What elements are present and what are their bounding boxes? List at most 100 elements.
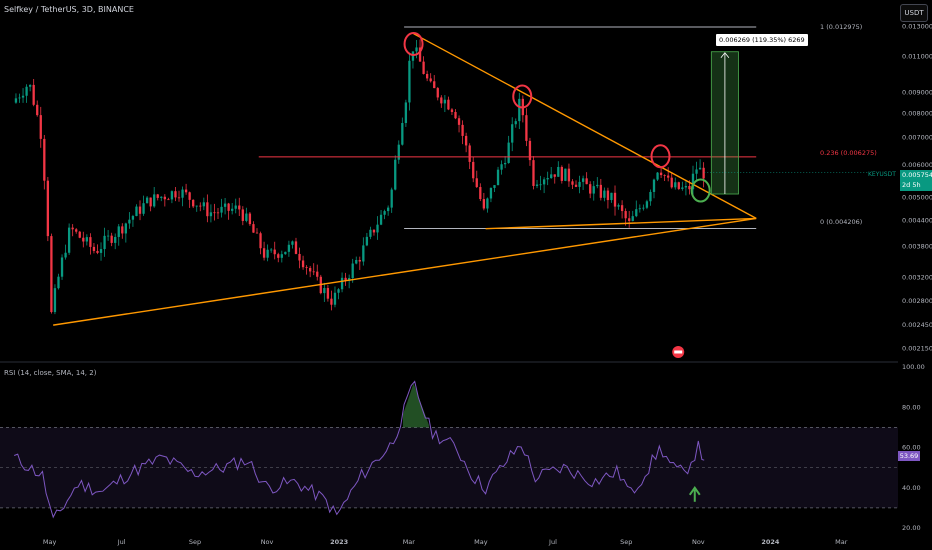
price-axis-tick: 0.004400 <box>902 216 932 224</box>
candle-body <box>89 237 92 247</box>
candle <box>691 165 695 196</box>
candle <box>330 290 333 311</box>
candle-body <box>99 249 103 253</box>
candle <box>681 181 684 191</box>
candle-body <box>532 160 535 186</box>
candle <box>92 243 96 254</box>
candle <box>110 232 113 247</box>
candle <box>645 199 649 210</box>
candle <box>659 167 663 179</box>
candle-body <box>390 189 393 208</box>
rsi-title: RSI (14, close, SMA, 14, 2) <box>4 369 97 377</box>
candle-body <box>674 182 677 188</box>
price-axis-tick: 0.005000 <box>902 194 932 202</box>
candle-body <box>589 184 592 194</box>
candle-body <box>177 197 181 199</box>
candle <box>663 174 666 182</box>
candle-body <box>450 109 454 112</box>
candle <box>649 189 652 206</box>
rsi-overbought-fill <box>402 383 429 428</box>
candle <box>124 222 127 243</box>
candle-body <box>376 224 379 233</box>
candle <box>75 228 78 234</box>
candle <box>514 118 517 128</box>
candle-body <box>82 237 85 242</box>
candle-body <box>511 124 514 143</box>
candle <box>613 185 617 216</box>
candle <box>291 240 294 249</box>
candle-body <box>92 246 96 251</box>
candle-body <box>280 254 283 258</box>
candle <box>486 197 489 213</box>
candle-body <box>553 174 556 177</box>
price-axis-tick: 0.006000 <box>902 161 932 169</box>
candle-body <box>489 187 493 199</box>
candle <box>670 172 673 189</box>
candle-body <box>202 202 205 207</box>
candle <box>578 175 581 194</box>
price-axis-tick: 0.002150 <box>902 344 932 352</box>
candle <box>294 237 298 255</box>
candle-body <box>535 184 539 186</box>
price-value: 0.005754 2d 5h <box>900 170 932 191</box>
candle-body <box>298 253 301 261</box>
candle <box>464 132 468 153</box>
candle <box>355 256 358 265</box>
candle-body <box>454 111 457 119</box>
candle <box>337 288 340 300</box>
price-axis-tick: 0.011000 <box>902 53 932 61</box>
candle-body <box>309 267 312 272</box>
candle <box>642 204 645 211</box>
candle-body <box>599 184 602 198</box>
candle <box>503 156 507 169</box>
candle <box>245 207 248 223</box>
candle-body <box>231 208 234 211</box>
candle-body <box>397 144 400 160</box>
candle-body <box>659 172 663 176</box>
candle-body <box>305 267 308 268</box>
candle-body <box>262 248 266 258</box>
candle <box>156 193 159 201</box>
candle <box>496 166 500 186</box>
candle-body <box>294 241 298 254</box>
candle-body <box>581 178 585 182</box>
candle <box>401 117 404 146</box>
candle-body <box>273 249 276 255</box>
price-axis-tick: 0.002800 <box>902 297 932 305</box>
candle-body <box>149 197 152 207</box>
candle <box>677 181 680 191</box>
candle-body <box>355 259 358 264</box>
price-axis-tick: 0.008000 <box>902 110 932 118</box>
candle <box>606 187 610 209</box>
candle-body <box>128 219 131 224</box>
candle <box>135 204 138 217</box>
candle-body <box>415 47 418 52</box>
candle <box>532 156 535 190</box>
candle <box>592 181 595 201</box>
candle <box>535 179 539 189</box>
candle-body <box>114 236 117 243</box>
candle <box>53 284 57 315</box>
candle <box>199 202 202 212</box>
candle-body <box>60 257 64 277</box>
candle-body <box>649 191 652 202</box>
candle <box>539 175 542 191</box>
candle-body <box>429 78 432 82</box>
candle-body <box>592 186 595 194</box>
candle <box>542 177 546 194</box>
candle-body <box>652 179 656 192</box>
candle-body <box>266 249 269 258</box>
candle-body <box>475 178 478 188</box>
candle <box>333 286 337 308</box>
candle <box>184 183 188 195</box>
candle <box>610 192 613 203</box>
candle-body <box>333 292 337 305</box>
candle-body <box>404 102 408 123</box>
candle <box>571 179 574 190</box>
candle-body <box>71 227 74 230</box>
price-text: 0.005754 <box>902 171 932 179</box>
candle <box>674 177 677 190</box>
candle-body <box>528 140 532 161</box>
currency-button[interactable]: USDT <box>900 4 928 22</box>
